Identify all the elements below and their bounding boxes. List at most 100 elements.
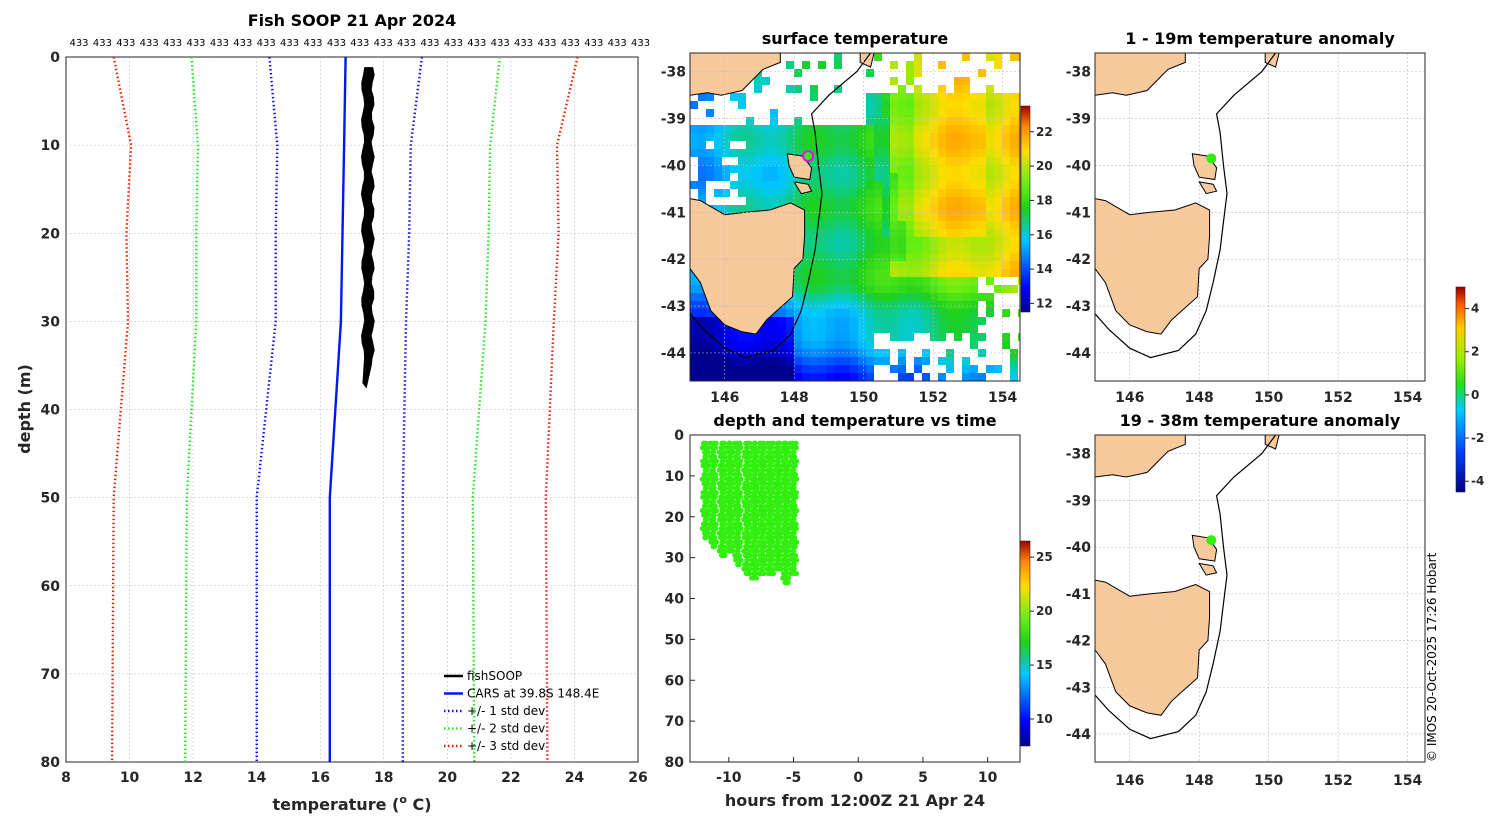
x-tick-label: 8 [61,770,71,786]
cast-point [791,499,797,505]
cast-point [738,539,744,545]
sst-cell [866,125,874,133]
sst-cell [954,149,962,157]
sst-cell [794,133,802,141]
x-tick-label: 20 [438,770,458,786]
sst-cell [874,357,882,365]
sst-cell [834,325,842,333]
cast-point [738,494,744,500]
sst-cell [938,237,946,245]
cast-point [785,579,791,586]
sst-cell [898,93,906,101]
sst-cell [746,165,754,173]
sst-cell [978,213,986,221]
sst-cell [986,141,994,149]
sst-cell [986,269,994,277]
sst-cell [946,261,954,269]
sst-cell [882,309,890,317]
sst-cell [978,141,986,149]
sst-cell [786,309,794,317]
y-tick-label: 50 [665,632,685,648]
cast-point [713,472,719,478]
sst-cell [930,245,938,253]
sst-cell [882,213,890,221]
sst-cell [978,181,986,189]
sst-cell [1002,125,1010,133]
sst-cell [914,165,922,173]
cast-point [703,440,709,446]
sst-cell [938,189,946,197]
y-tick-label: 70 [41,667,61,683]
sst-cell [978,293,986,301]
anomaly-1-axes-box [1094,52,1426,382]
cast-point [730,499,736,505]
sst-cell [1018,229,1020,237]
cast-point [703,503,709,509]
y-tick-label: 60 [41,579,61,595]
cast-point [712,494,718,500]
sst-cell [978,205,986,213]
sst-cell [898,101,906,109]
top-label: 433 [374,38,393,49]
cast-point [746,570,752,577]
sst-cell [994,101,1002,109]
sst-cell [1018,125,1020,133]
shelf-contour [1095,435,1277,740]
cast-point [777,472,783,478]
cast-point [744,526,750,532]
sst-cell [914,141,922,149]
cast-point [721,440,727,446]
anomaly-colorbar-label: 2 [1471,345,1479,359]
sst-cell [922,277,930,285]
cast-point [770,472,776,478]
sst-cell [1018,157,1020,165]
cast-point [760,485,766,491]
sst-cell [818,269,826,277]
sst-cell [986,109,994,117]
sst-cell [922,181,930,189]
sst-cell [1010,237,1018,245]
sst-cell [834,197,842,205]
cast-point [703,485,709,491]
sst-cell [698,317,706,325]
sst-cell [914,213,922,221]
top-label: 433 [491,38,510,49]
sst-cell [978,245,986,253]
cast-point [777,561,783,568]
sst-cell [858,333,866,341]
lat-tick-label: -40 [1066,540,1092,556]
lat-tick-label: -42 [661,252,686,268]
sst-cell [1018,173,1020,181]
cast-point [769,526,775,532]
cast-point [713,539,720,545]
sst-cell [962,125,970,133]
tasmania-land [1095,198,1211,335]
sst-cell [850,157,858,165]
sst-cell [1002,221,1010,229]
cast-point [760,552,766,559]
y-tick-label: 0 [50,50,60,66]
sst-cell [962,117,970,125]
sst-cell [690,333,698,341]
cast-point [769,566,775,572]
sst-cell [962,181,970,189]
sst-cell [802,325,810,333]
sst-cell [762,325,770,333]
cast-point [770,552,776,559]
sst-cell [1010,261,1018,269]
sst-cell [714,373,722,381]
sst-cell [906,213,914,221]
sst-cell [898,117,906,125]
sst-cell [954,245,962,253]
sst-cell [850,165,858,173]
cast-point [762,539,768,545]
cast-point [713,521,719,527]
x-tick-label: 0 [853,770,863,786]
sst-cell [826,205,834,213]
sst-cell [754,85,762,93]
cast-point [745,508,751,514]
sst-cell [1018,181,1020,189]
sst-cell [826,141,834,149]
sst-cell [698,141,706,149]
